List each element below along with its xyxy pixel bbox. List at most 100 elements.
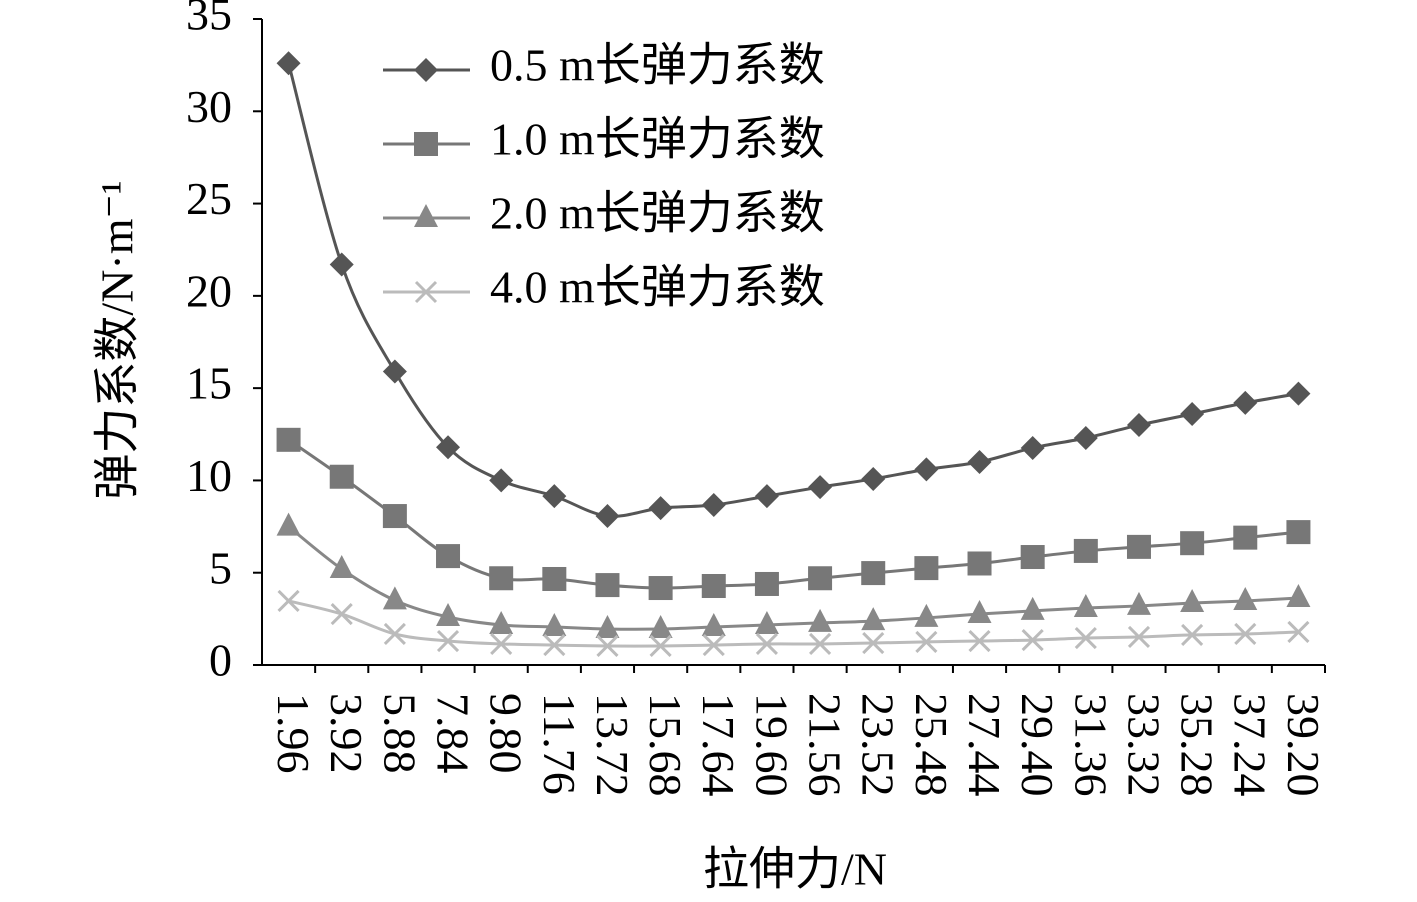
data-point [329,464,354,489]
y-tick-label: 10 [186,450,232,501]
data-point [1286,381,1311,406]
data-point [542,484,567,509]
data-point [329,555,354,579]
data-point [701,574,726,599]
data-point [490,632,513,656]
data-point [1287,620,1310,644]
data-point [1020,545,1045,570]
data-point [595,573,620,598]
data-point [701,492,726,517]
data-point [648,615,673,639]
data-point [914,556,939,581]
data-point [543,634,566,657]
data-point [1020,435,1045,460]
data-point [702,634,725,657]
data-point [276,51,301,76]
series-line [288,599,1299,648]
data-point [967,600,992,624]
data-point [382,504,407,529]
x-axis-title: 拉伸力/N [703,844,887,895]
data-point [595,504,620,529]
data-point [329,252,354,277]
data-point [861,561,886,586]
x-tick-label: 37.24 [1225,693,1276,797]
x-tick-label: 13.72 [587,693,638,797]
data-point [436,544,461,569]
data-point [1234,622,1257,646]
data-point [489,468,514,493]
x-tick-label: 15.68 [640,693,691,797]
y-tick-label: 15 [186,358,232,409]
data-point [967,551,992,576]
data-point [808,566,833,591]
data-point [701,612,726,636]
data-point [489,566,514,591]
data-point [596,634,619,658]
data-point [968,629,991,653]
x-tick-label: 3.92 [321,693,372,774]
data-point [649,634,672,658]
data-point [754,571,779,596]
data-point [914,457,939,482]
y-tick-label: 5 [209,542,232,593]
data-point [382,359,407,384]
data-point [595,615,620,639]
x-tick-label: 31.36 [1065,693,1116,797]
data-point [1021,629,1044,652]
data-point [1126,413,1151,438]
legend-label: 0.5 m长弹力系数 [490,40,825,91]
data-point [542,612,567,636]
data-point [1180,588,1205,612]
x-tick-label: 7.84 [427,693,478,774]
legend-label: 2.0 m长弹力系数 [490,188,825,239]
data-point [648,576,673,601]
data-point [276,427,301,452]
x-tick-label: 33.32 [1118,693,1169,797]
x-tick-label: 19.60 [746,693,797,797]
y-axis-title: 弹力系数/N·m⁻¹ [92,180,143,499]
data-point [489,610,514,634]
data-point [755,632,778,656]
x-tick-label: 25.48 [906,693,957,797]
x-tick-label: 35.28 [1172,693,1223,797]
data-point [436,629,460,653]
legend-marker [414,132,438,156]
data-point [809,632,832,656]
x-tick-label: 5.88 [374,693,425,774]
data-point [967,449,992,474]
legend-marker [414,204,438,227]
data-point [330,602,353,626]
x-tick-label: 17.64 [693,693,744,797]
data-point [1020,596,1045,620]
data-point [1074,626,1097,650]
data-point [1233,390,1258,415]
data-point [914,603,939,627]
x-tick-label: 29.40 [1012,693,1063,797]
data-point [1180,531,1205,556]
data-point [276,512,301,536]
data-point [382,586,407,610]
data-point [648,496,673,521]
data-point [915,630,938,653]
data-point [1286,520,1311,545]
x-tick-label: 23.52 [853,693,904,797]
data-point [436,435,461,460]
data-point [862,631,885,655]
x-tick-label: 1.96 [268,693,319,774]
data-point [1181,623,1204,646]
data-point [861,466,886,491]
data-point [1073,425,1098,450]
y-tick-label: 0 [209,635,232,686]
data-point [1286,584,1311,608]
data-point [1073,593,1098,617]
x-tick-label: 9.80 [481,693,532,774]
y-tick-label: 35 [186,0,232,40]
x-tick-label: 21.56 [800,693,851,797]
data-point [1233,525,1258,550]
legend-label: 1.0 m长弹力系数 [490,114,825,165]
data-point [808,475,833,500]
data-point [1126,591,1151,615]
data-point [754,484,779,509]
data-point [808,608,833,632]
